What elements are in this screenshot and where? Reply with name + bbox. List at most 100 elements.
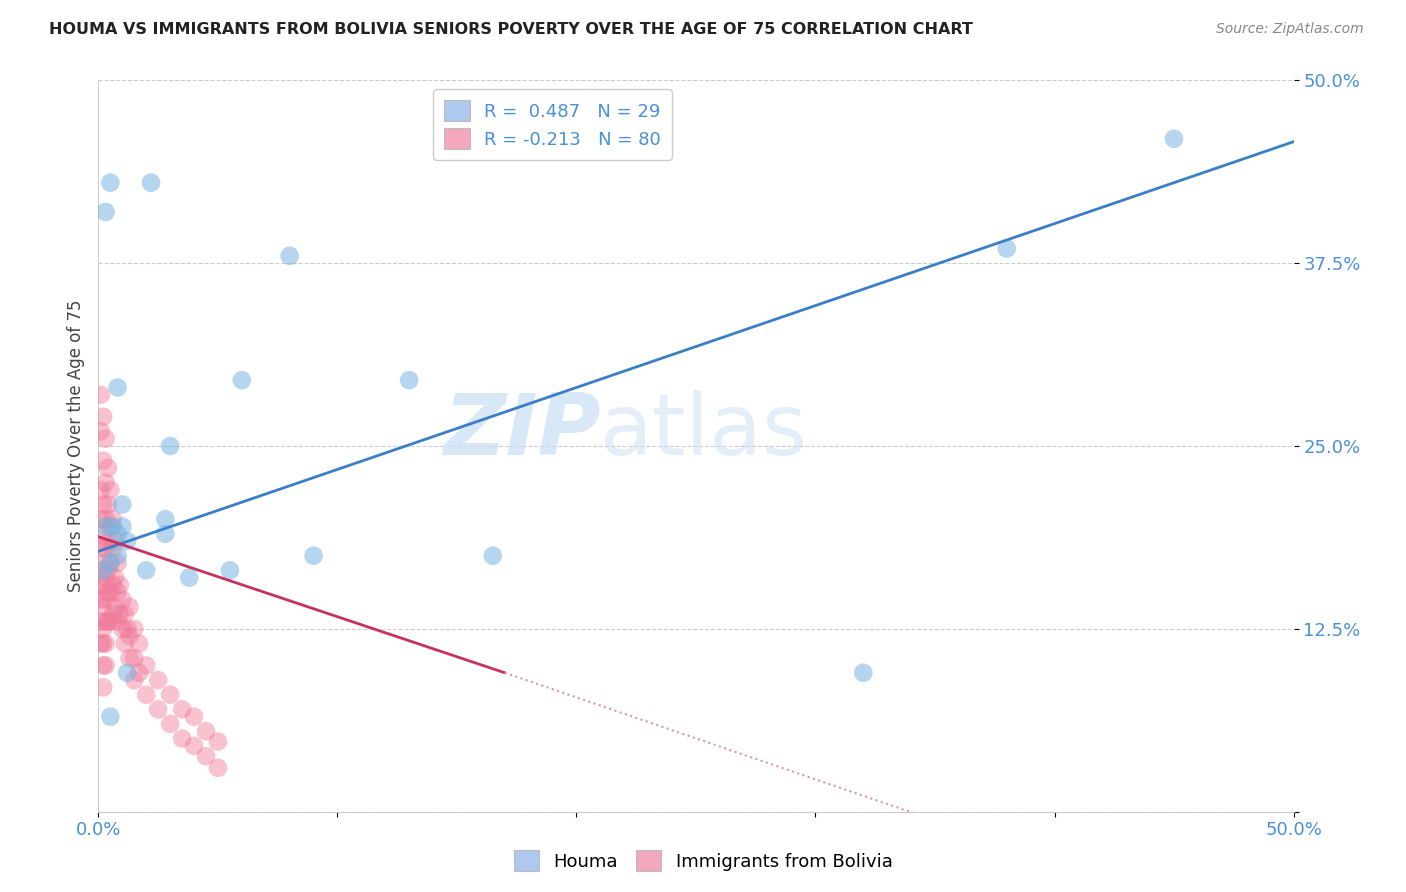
Point bbox=[91, 556, 114, 570]
Point bbox=[108, 607, 131, 622]
Point bbox=[111, 519, 134, 533]
Point bbox=[155, 526, 177, 541]
Point bbox=[118, 651, 141, 665]
Point bbox=[179, 571, 201, 585]
Point bbox=[108, 578, 131, 592]
Point bbox=[91, 636, 114, 650]
Point bbox=[231, 373, 253, 387]
Point bbox=[91, 498, 114, 512]
Point bbox=[302, 549, 325, 563]
Point bbox=[124, 622, 146, 636]
Point bbox=[159, 688, 181, 702]
Legend: Houma, Immigrants from Bolivia: Houma, Immigrants from Bolivia bbox=[506, 843, 900, 879]
Legend: R =  0.487   N = 29, R = -0.213   N = 80: R = 0.487 N = 29, R = -0.213 N = 80 bbox=[433, 89, 672, 160]
Point bbox=[159, 439, 181, 453]
Point bbox=[91, 409, 114, 424]
Point bbox=[98, 556, 122, 570]
Point bbox=[207, 761, 229, 775]
Point bbox=[107, 556, 129, 570]
Point bbox=[148, 702, 170, 716]
Point bbox=[97, 615, 120, 629]
Point bbox=[90, 563, 112, 577]
Point bbox=[90, 425, 112, 439]
Point bbox=[183, 709, 205, 723]
Text: atlas: atlas bbox=[600, 390, 808, 473]
Point bbox=[98, 519, 122, 533]
Point bbox=[91, 681, 114, 695]
Point bbox=[101, 512, 124, 526]
Point bbox=[94, 571, 117, 585]
Point bbox=[98, 483, 122, 497]
Point bbox=[98, 585, 122, 599]
Point bbox=[111, 592, 134, 607]
Point bbox=[98, 556, 122, 570]
Point bbox=[111, 498, 134, 512]
Point bbox=[94, 658, 117, 673]
Point bbox=[219, 563, 242, 577]
Point bbox=[90, 541, 112, 556]
Text: Source: ZipAtlas.com: Source: ZipAtlas.com bbox=[1216, 22, 1364, 37]
Point bbox=[135, 563, 157, 577]
Point bbox=[124, 651, 146, 665]
Point bbox=[115, 534, 138, 549]
Point bbox=[107, 615, 129, 629]
Point bbox=[97, 461, 120, 475]
Point bbox=[398, 373, 420, 387]
Point bbox=[94, 512, 117, 526]
Point bbox=[107, 380, 129, 394]
Point bbox=[1163, 132, 1185, 146]
Point bbox=[155, 512, 177, 526]
Point bbox=[91, 578, 114, 592]
Point bbox=[101, 519, 124, 533]
Point bbox=[118, 629, 141, 643]
Point bbox=[97, 563, 120, 577]
Point bbox=[114, 607, 136, 622]
Point bbox=[195, 724, 218, 739]
Point bbox=[139, 176, 162, 190]
Point bbox=[207, 734, 229, 748]
Point bbox=[91, 563, 114, 577]
Point bbox=[183, 739, 205, 753]
Point bbox=[91, 622, 114, 636]
Point bbox=[104, 534, 127, 549]
Point bbox=[94, 541, 117, 556]
Point bbox=[94, 432, 117, 446]
Point bbox=[107, 585, 129, 599]
Point bbox=[97, 585, 120, 599]
Point bbox=[104, 571, 127, 585]
Point bbox=[107, 549, 129, 563]
Point bbox=[128, 636, 150, 650]
Text: HOUMA VS IMMIGRANTS FROM BOLIVIA SENIORS POVERTY OVER THE AGE OF 75 CORRELATION : HOUMA VS IMMIGRANTS FROM BOLIVIA SENIORS… bbox=[49, 22, 973, 37]
Point bbox=[98, 176, 122, 190]
Point bbox=[135, 658, 157, 673]
Point bbox=[98, 615, 122, 629]
Point bbox=[91, 453, 114, 467]
Point bbox=[90, 578, 112, 592]
Point bbox=[114, 636, 136, 650]
Point bbox=[101, 541, 124, 556]
Point bbox=[101, 578, 124, 592]
Point bbox=[94, 519, 117, 533]
Point bbox=[278, 249, 301, 263]
Point bbox=[91, 599, 114, 614]
Point bbox=[90, 388, 112, 402]
Point bbox=[124, 673, 146, 687]
Point bbox=[90, 512, 112, 526]
Point bbox=[97, 498, 120, 512]
Point bbox=[97, 534, 120, 549]
Point bbox=[90, 592, 112, 607]
Point bbox=[172, 702, 194, 716]
Point bbox=[90, 636, 112, 650]
Point bbox=[94, 475, 117, 490]
Point bbox=[104, 599, 127, 614]
Point bbox=[98, 709, 122, 723]
Point bbox=[101, 607, 124, 622]
Point bbox=[94, 615, 117, 629]
Point bbox=[148, 673, 170, 687]
Point bbox=[995, 242, 1018, 256]
Point bbox=[481, 549, 505, 563]
Point bbox=[94, 592, 117, 607]
Point bbox=[115, 665, 138, 680]
Point bbox=[135, 688, 157, 702]
Point bbox=[172, 731, 194, 746]
